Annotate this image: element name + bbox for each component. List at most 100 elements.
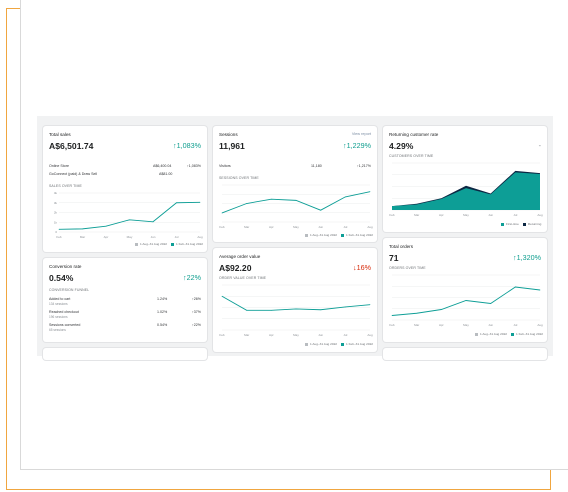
data-point: [514, 286, 516, 288]
x-tick-label: May: [463, 213, 469, 217]
x-tick-label: Aug: [537, 213, 543, 217]
change-badge: -: [538, 141, 541, 150]
x-tick-label: Jul: [343, 333, 347, 337]
funnel-row: Added to cart 1.24% ↑26%: [49, 297, 201, 301]
x-tick-label: Jun: [318, 333, 323, 337]
legend-swatch-first-time: [501, 222, 504, 226]
x-tick-label: Jun: [318, 225, 323, 229]
aov-value: A$92.20: [219, 263, 252, 273]
funnel-step-change: ↑26%: [192, 297, 201, 301]
card-title: Average order value: [219, 254, 261, 259]
total-orders-card[interactable]: Total orders 71 ↑1,320% ORDERS OVER TIME…: [383, 238, 547, 342]
sessions-card[interactable]: Sessions View report 11,961 ↑1,229% Visi…: [213, 126, 377, 242]
funnel-step-change: ↑37%: [192, 310, 201, 314]
data-point: [295, 308, 297, 310]
x-tick-label: Feb: [389, 323, 395, 327]
conversion-rate-value: 0.54%: [49, 273, 74, 283]
funnel-step-label: Reached checkout: [49, 310, 79, 314]
x-tick-label: Aug: [367, 225, 373, 229]
total-sales-card[interactable]: Total sales A$6,501.74 ↑1,083% Online St…: [43, 126, 207, 252]
legend-swatch-returning: [522, 222, 526, 226]
funnel-step-pct: 0.54%: [157, 323, 168, 327]
funnel-step-detail: 134 sessions: [49, 302, 68, 306]
chart-label: ORDER VALUE OVER TIME: [219, 276, 267, 280]
chart-legend: 1 Aug–31 Aug 2022 1 Feb–31 Aug 2022: [475, 332, 543, 336]
chart-legend: 1 Aug–31 Aug 2022 1 Feb–31 Aug 2022: [305, 342, 373, 346]
returning-customer-card[interactable]: Returning customer rate 4.29% - CUSTOMER…: [383, 126, 547, 232]
legend-swatch-previous: [305, 342, 308, 346]
x-tick-label: Feb: [389, 213, 395, 217]
breakdown-row: GoConnect (paid) & Draw Sell A$81.00: [49, 172, 201, 176]
legend-swatch-previous: [475, 332, 478, 336]
breakdown-row: Online Store A$6,400.04 ↑1,083%: [49, 164, 201, 168]
x-tick-label: May: [463, 323, 469, 327]
legend-previous: 1 Aug–31 Aug 2022: [480, 332, 508, 336]
data-point: [246, 203, 248, 204]
legend-current: 1 Feb–31 Aug 2022: [346, 233, 374, 237]
card-title: Total orders: [389, 244, 413, 249]
x-tick-label: Apr: [439, 323, 444, 327]
data-point: [369, 191, 371, 193]
x-tick-label: Jul: [175, 235, 179, 239]
x-tick-label: Mar: [414, 213, 419, 217]
orders-chart: Feb Mar Apr May Jun Jul Aug: [389, 274, 543, 327]
change-badge: ↑22%: [183, 273, 201, 282]
x-tick-label: Mar: [244, 225, 249, 229]
change-badge: ↑1,320%: [513, 253, 541, 262]
legend-previous: 1 Aug–31 Aug 2022: [310, 233, 338, 237]
returning-rate-value: 4.29%: [389, 141, 414, 151]
card-title: Sessions: [219, 132, 238, 137]
row-change: ↑1,083%: [187, 164, 201, 168]
sessions-chart: Feb Mar Apr May Jun Jul Aug: [219, 184, 373, 229]
partial-card: [43, 348, 207, 360]
x-tick-label: Jul: [513, 323, 517, 327]
data-point: [295, 200, 297, 201]
card-title: Total sales: [49, 132, 71, 137]
view-report-link[interactable]: View report: [351, 132, 371, 136]
data-point: [391, 315, 393, 316]
legend-first-time: First-time: [506, 222, 519, 226]
y-tick-label: 4k: [54, 191, 58, 195]
data-point: [82, 228, 83, 230]
x-tick-label: Jun: [488, 213, 493, 217]
row-amount: A$81.00: [159, 172, 173, 176]
funnel-step-label: Added to cart: [49, 297, 71, 301]
chart-legend: First-time Returning: [501, 222, 541, 226]
change-badge: ↑1,083%: [173, 141, 201, 150]
x-tick-label: Feb: [219, 333, 225, 337]
average-order-value-card[interactable]: Average order value A$92.20 ↓16% ORDER V…: [213, 248, 377, 352]
total-orders-value: 71: [389, 253, 399, 263]
x-tick-label: May: [127, 235, 133, 239]
data-point: [369, 304, 371, 306]
x-tick-label: Mar: [80, 235, 85, 239]
legend-previous: 1 Aug–31 Aug 2022: [140, 242, 168, 246]
funnel-step-detail: 196 sessions: [49, 315, 68, 319]
x-tick-label: May: [293, 225, 299, 229]
y-tick-label: 2k: [54, 211, 58, 215]
sales-chart: 0 1k 2k 3k 4k Feb Mar Apr May Jun Jul Aug: [54, 191, 203, 239]
x-tick-label: Jun: [151, 235, 156, 239]
conversion-rate-card[interactable]: Conversion rate 0.54% ↑22% CONVERSION FU…: [43, 258, 207, 342]
legend-swatch-previous: [305, 233, 308, 237]
x-tick-label: Aug: [367, 333, 373, 337]
funnel-step-detail: 65 sessions: [49, 328, 66, 332]
series-line: [391, 286, 541, 316]
data-point: [344, 306, 346, 308]
legend-swatch-current: [341, 233, 345, 237]
x-tick-label: May: [293, 333, 299, 337]
funnel-row: Sessions converted 0.54% ↑22%: [49, 323, 201, 327]
chart-legend: 1 Aug–31 Aug 2022 1 Feb–31 Aug 2022: [135, 242, 203, 246]
row-label: GoConnect (paid) & Draw Sell: [49, 172, 98, 176]
row-change: ↑1,217%: [357, 164, 371, 168]
breakdown-row: Visitors 11,180 ↑1,217%: [219, 164, 371, 168]
data-point: [416, 312, 418, 314]
x-tick-label: Aug: [197, 235, 203, 239]
y-tick-label: 0: [55, 230, 57, 234]
data-point: [58, 228, 60, 230]
change-badge: ↑1,229%: [343, 141, 371, 150]
partial-card: [383, 348, 547, 360]
x-tick-label: Jun: [488, 323, 493, 327]
y-tick-label: 3k: [54, 201, 58, 205]
data-point: [129, 219, 130, 221]
x-tick-label: Apr: [104, 235, 109, 239]
